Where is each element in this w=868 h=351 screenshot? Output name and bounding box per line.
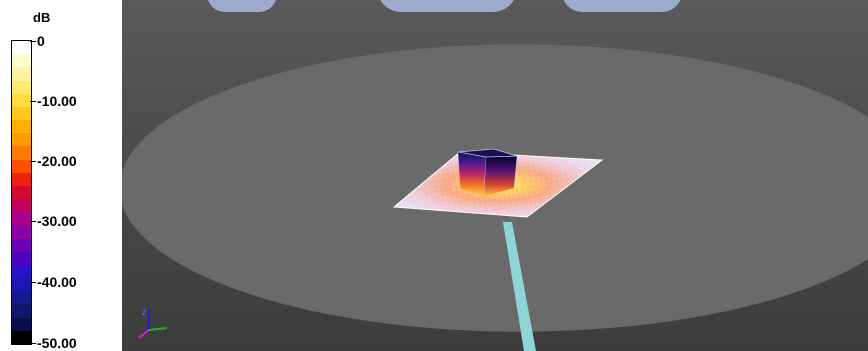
colorbar-segment — [12, 106, 31, 121]
watermark — [208, 0, 681, 12]
colorbar-segment — [12, 185, 31, 200]
legend-tick-mark — [30, 343, 36, 344]
legend-tick-label: -10.00 — [37, 93, 77, 109]
colorbar-segment — [12, 80, 31, 94]
legend-tick-label: -30.00 — [37, 213, 77, 229]
legend-tick-label: 0 — [37, 33, 45, 49]
colorbar-segment — [12, 317, 31, 331]
colorbar-legend: dB 0 -10.00 -20.00 -30.00 -40.00 -50.00 — [0, 0, 122, 351]
colorbar-segment — [12, 264, 31, 279]
colorbar-segment — [12, 225, 31, 239]
svg-text:z: z — [142, 308, 146, 317]
colorbar-segment — [12, 251, 31, 265]
legend-tick-label: -40.00 — [37, 274, 77, 290]
colorbar-segment — [12, 41, 31, 55]
colorbar-segment — [12, 146, 31, 160]
3d-viewport[interactable]: z — [122, 0, 868, 351]
colorbar-segment — [12, 172, 31, 186]
feed-beam — [503, 222, 536, 351]
colorbar-segment — [12, 67, 31, 81]
colorbar-segment — [12, 212, 31, 226]
legend-tick-label: -20.00 — [37, 153, 77, 169]
legend-unit-label: dB — [33, 10, 51, 25]
colorbar-segment — [12, 120, 31, 134]
colorbar-segment — [12, 291, 31, 305]
legend-tick-mark — [30, 161, 36, 162]
colorbar-segment — [12, 278, 31, 292]
colorbar-segment — [12, 304, 31, 318]
colorbar-segment — [12, 133, 31, 147]
colorbar-segment — [12, 54, 31, 68]
colorbar-gradient — [11, 40, 32, 345]
3d-scene: z — [122, 0, 868, 351]
axis-triad-icon: z — [138, 308, 168, 339]
colorbar-segment — [12, 93, 31, 107]
legend-tick-label: -50.00 — [37, 335, 77, 351]
colorbar-segment — [12, 330, 31, 344]
legend-tick-mark — [30, 101, 36, 102]
colorbar-segment — [12, 199, 31, 213]
antenna-element — [457, 148, 518, 197]
colorbar-segment — [12, 238, 31, 252]
legend-tick-mark — [30, 221, 36, 222]
colorbar-segment — [12, 159, 31, 173]
legend-tick-mark — [30, 41, 36, 42]
legend-tick-mark — [30, 282, 36, 283]
